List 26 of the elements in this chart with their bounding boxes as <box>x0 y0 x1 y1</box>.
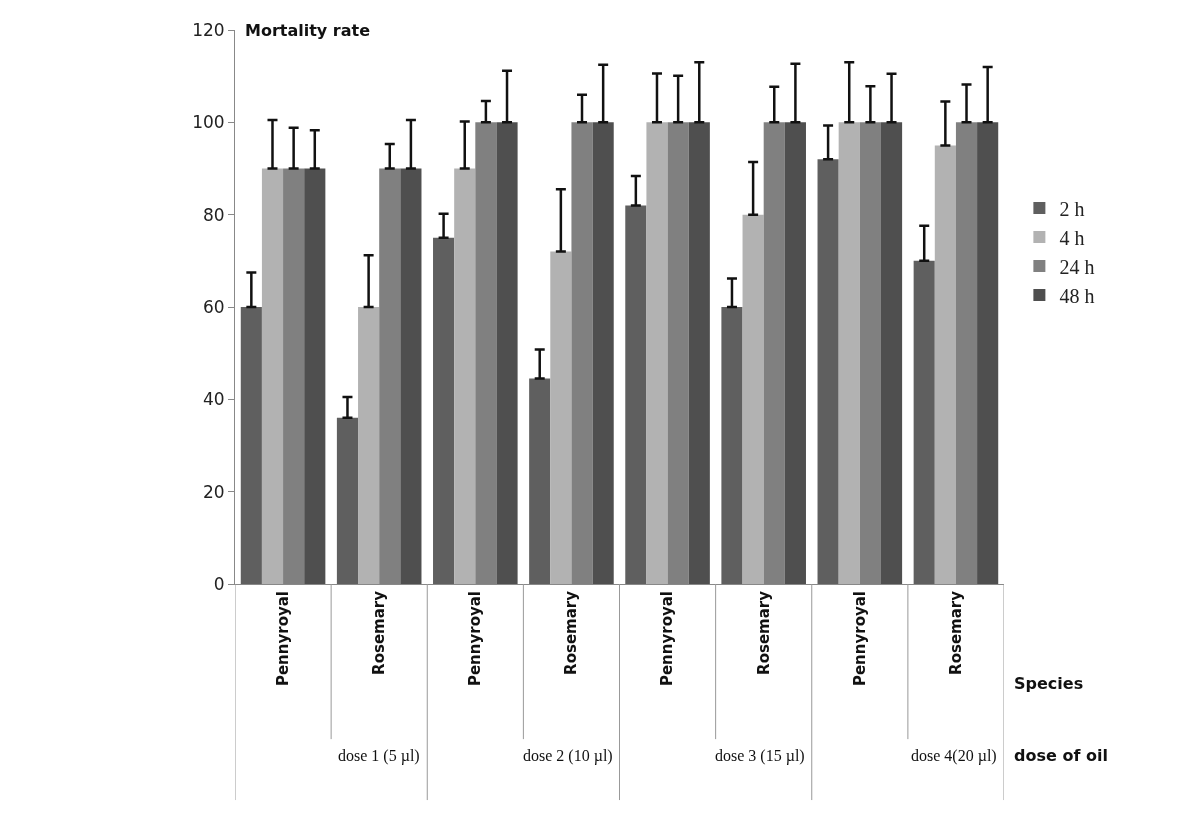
text: dose 3 (15 µl) <box>715 747 805 765</box>
x-axis-title: Species <box>1014 674 1084 693</box>
legend-label: 48 h <box>1059 284 1095 307</box>
text: dose 4(20 µl) <box>911 747 997 765</box>
text: dose of oil <box>1014 746 1108 765</box>
x-tick-label: Rosemary <box>754 590 773 675</box>
x-tick-label: Pennyroyal <box>658 591 677 687</box>
legend-label: 24 h <box>1059 255 1095 278</box>
y-tick-label: 0 <box>213 573 225 594</box>
x-tick-label: Pennyroyal <box>850 591 869 687</box>
y-tick-label: 120 <box>192 19 225 40</box>
text: dose 1 (5 µl) <box>338 747 420 765</box>
y-tick-label: 40 <box>202 389 225 410</box>
y-tick-label: 100 <box>192 112 225 133</box>
x-tick-label: Rosemary <box>562 590 581 675</box>
y-tick-label: 20 <box>202 481 225 502</box>
x-tick-label: Rosemary <box>946 590 965 675</box>
x-tick-label: Rosemary <box>370 590 389 675</box>
y-axis-title: Mortality rate <box>245 21 371 40</box>
legend-label: 4 h <box>1059 226 1085 249</box>
y-tick-label: 80 <box>202 204 225 225</box>
x-tick-label: Pennyroyal <box>273 591 292 687</box>
y-tick-label: 60 <box>202 296 225 317</box>
legend-label: 2 h <box>1059 197 1085 220</box>
text: dose 2 (10 µl) <box>523 747 613 765</box>
x-tick-label: Pennyroyal <box>466 591 485 687</box>
